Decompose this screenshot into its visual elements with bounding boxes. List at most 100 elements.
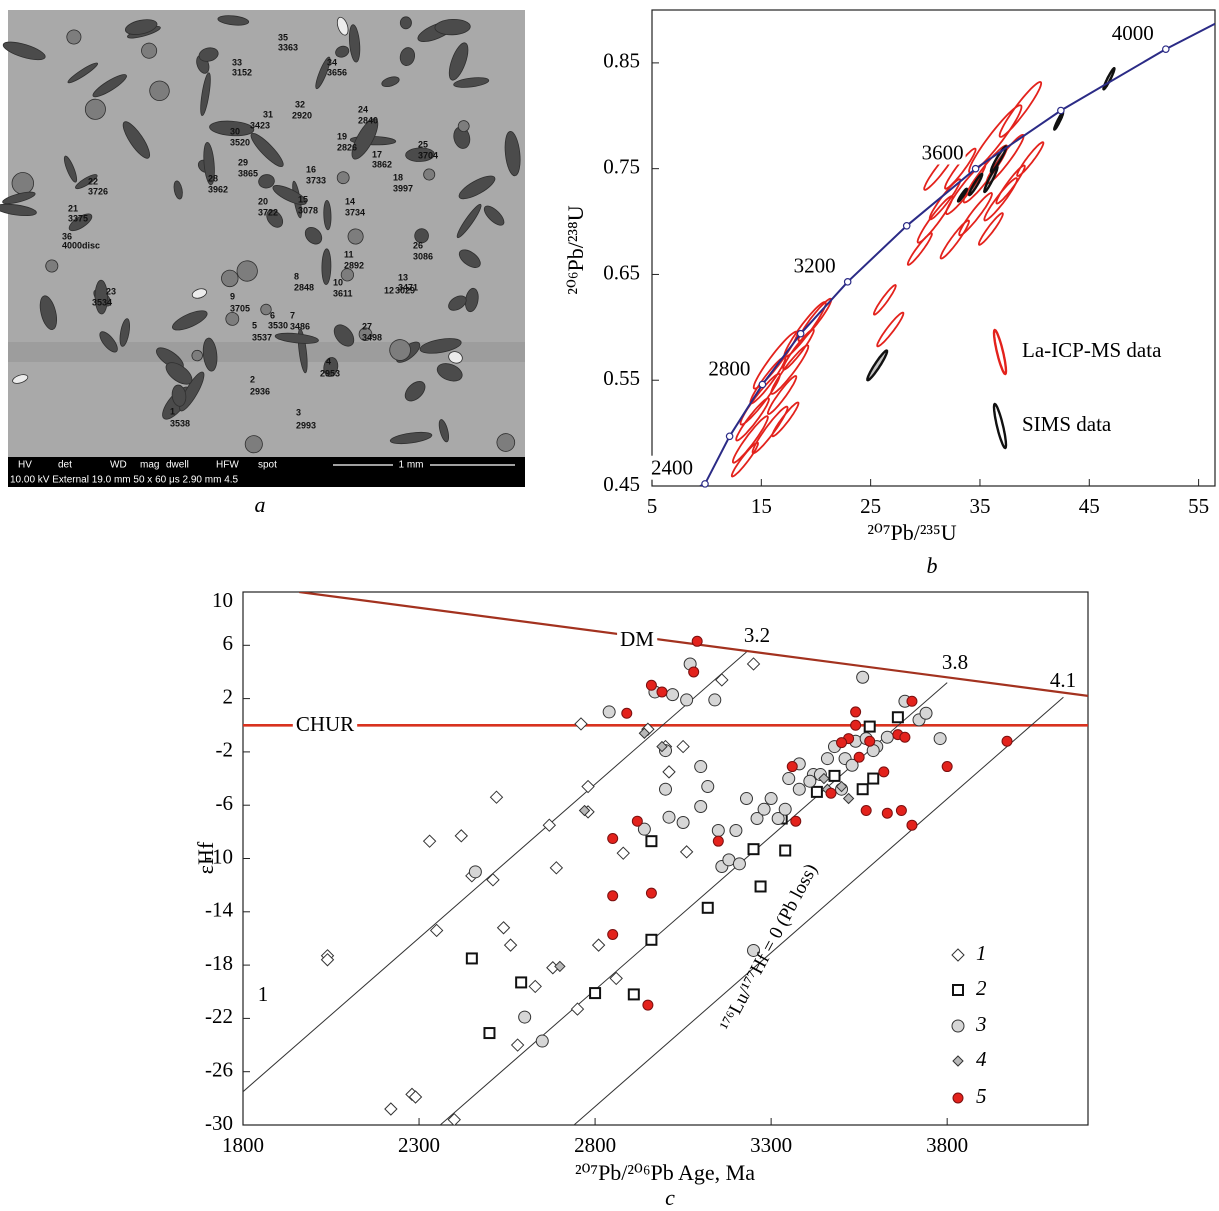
marker-circle [771,812,785,826]
y-tick-label: 0.85 [603,49,640,73]
spot-id: 8 [294,271,299,281]
marker-diamond [662,765,676,779]
spot-id: 16 [306,164,316,174]
error-ellipse [770,344,810,395]
spot-age: 3486 [290,321,310,331]
error-ellipse [998,81,1043,138]
x-tick-label: 35 [969,494,990,518]
label-background [791,253,838,278]
spot-id: 3 [296,407,301,417]
label-background [919,140,966,165]
grain [244,435,263,454]
grain [141,42,158,59]
marker-circle [645,887,657,899]
x-axis-label: ²⁰⁷Pb/²⁰⁶Pb Age, Ma [575,1160,755,1185]
marker-square [483,1027,496,1040]
spot-id: 2 [250,374,255,384]
marker-circle [786,761,798,773]
grain [2,191,36,205]
grain [399,16,412,30]
grain [436,363,463,382]
error-ellipse [977,212,1004,246]
error-ellipse [872,284,897,316]
reference-label: DM [620,627,654,651]
marker-square [867,772,880,785]
grain [39,295,58,330]
marker-square [856,783,869,796]
spot-age: 3997 [393,183,413,193]
y-tick-label: 0.75 [603,154,640,178]
grain [405,147,435,162]
grain [340,268,354,282]
marker-square [515,976,528,989]
spot-id: 27 [362,321,372,331]
spot-age: 2826 [337,142,357,152]
marker-diamond [570,1002,585,1016]
marker-circle [637,822,651,836]
error-ellipse [731,415,769,464]
y-tick-label: -18 [205,951,233,975]
y-tick-label: -6 [216,791,234,815]
label-background [649,455,696,480]
marker-circle [708,693,722,707]
marker-circle [739,792,753,806]
info-bar [8,457,525,487]
grain [202,337,218,372]
error-ellipse [752,330,799,390]
spot-id: 30 [230,126,240,136]
spot-age: 3722 [258,207,278,217]
x-tick-label: 25 [860,494,881,518]
x-tick-label: 15 [751,494,772,518]
marker-diamond [581,779,595,794]
spot-age: 3520 [230,137,250,147]
grain [404,381,426,402]
marker-circle [790,815,802,827]
label-background [706,356,753,381]
legend-symbol [952,1055,964,1067]
spot-age: 3086 [413,251,433,261]
spot-id: 28 [208,173,218,183]
label-background [1109,20,1156,45]
spot-age: 3375 [68,213,88,223]
marker-square [828,769,841,782]
reference-label: 4.1 [1050,668,1076,692]
concordia-age-point [758,380,767,389]
grain [323,200,332,231]
spot-id: 19 [337,131,347,141]
grain [66,29,82,45]
marker-circle [825,787,837,799]
y-tick-label: 0.55 [603,366,640,390]
spot-id: 29 [238,157,248,167]
spot-id: 32 [295,99,305,109]
marker-diamond [638,727,651,739]
error-ellipse [735,397,770,442]
grain [236,260,258,282]
grain [347,228,364,245]
spot-id: 7 [290,310,295,320]
spot-id: 20 [258,196,268,206]
marker-circle [782,772,796,786]
grain [336,16,349,36]
marker-diamond [679,845,694,859]
grain [333,324,355,347]
spot-age: 3078 [298,205,318,215]
marker-diamond [656,740,668,753]
marker-circle [645,679,657,691]
marker-diamond [578,804,591,817]
marker-diamond [503,938,518,952]
spot-age: 2892 [344,260,364,270]
marker-circle [680,693,694,707]
info-field: WD [110,460,127,471]
marker-diamond [818,772,830,785]
spot-age: 3537 [252,332,272,342]
grain [172,310,208,331]
grain [414,228,429,244]
y-tick-label: -2 [216,738,234,762]
marker-square [645,933,658,946]
grain [165,362,193,385]
marker-diamond [746,657,761,671]
y-tick-label: -14 [205,898,233,922]
spot-id: 15 [298,194,308,204]
spot-age: 3530 [268,320,288,330]
spot-id: 21 [68,203,78,213]
